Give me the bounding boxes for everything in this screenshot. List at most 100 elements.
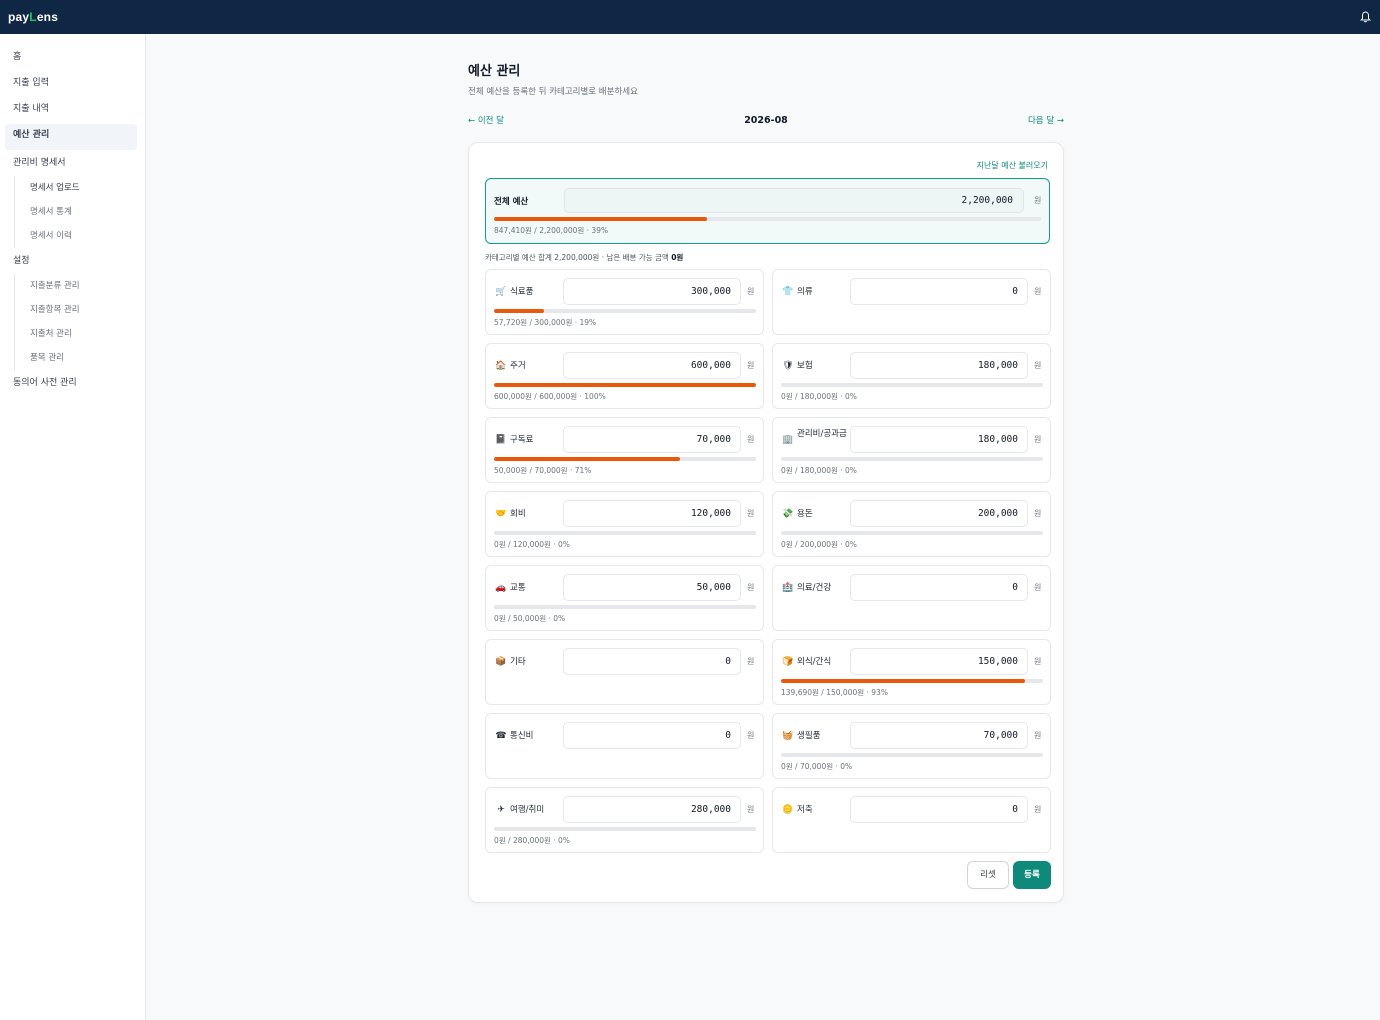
category-card: 🏥 의료/건강 0 원	[772, 565, 1051, 631]
category-progress-track	[494, 531, 756, 535]
category-budget-input[interactable]: 0	[563, 722, 741, 749]
prev-month-link[interactable]: ← 이전 달	[468, 116, 504, 126]
category-budget-input[interactable]: 0	[850, 278, 1028, 305]
category-progress-track	[781, 679, 1043, 683]
total-progress-track	[494, 217, 1041, 221]
sidebar-item-synonym-manage[interactable]: 동의어 사전 관리	[13, 378, 77, 388]
category-progress-text: 0원 / 280,000원 · 0%	[494, 836, 570, 845]
category-progress-text: 0원 / 180,000원 · 0%	[781, 466, 857, 475]
sidebar-group-statement[interactable]: 관리비 명세서	[13, 158, 66, 168]
allocation-remaining: 0원	[671, 253, 684, 262]
sidebar-item-statement-upload[interactable]: 명세서 업로드	[30, 183, 80, 193]
category-progress-text: 139,690원 / 150,000원 · 93%	[781, 688, 888, 697]
won-unit: 원	[1034, 287, 1042, 296]
won-unit: 원	[747, 361, 755, 370]
reset-button[interactable]: 리셋	[967, 861, 1009, 889]
category-name: 의류	[797, 287, 813, 297]
sidebar-item-budget[interactable]: 예산 관리	[5, 124, 137, 150]
category-progress-text: 0원 / 180,000원 · 0%	[781, 392, 857, 401]
category-budget-input[interactable]: 200,000	[850, 500, 1028, 527]
sidebar-item-statement-stats[interactable]: 명세서 통계	[30, 207, 72, 217]
category-budget-input[interactable]: 0	[850, 796, 1028, 823]
sidebar-item-expense-history[interactable]: 지출 내역	[13, 104, 49, 114]
category-budget-input[interactable]: 180,000	[850, 352, 1028, 379]
sidebar-item-item-manage[interactable]: 지출항목 관리	[30, 305, 80, 315]
category-progress-text: 600,000원 / 600,000원 · 100%	[494, 392, 606, 401]
category-name: 교통	[510, 583, 526, 593]
total-progress-text: 847,410원 / 2,200,000원 · 39%	[494, 226, 609, 235]
sidebar-item-category-manage[interactable]: 지출분류 관리	[30, 281, 80, 291]
category-budget-input[interactable]: 300,000	[563, 278, 741, 305]
category-progress-text: 0원 / 70,000원 · 0%	[781, 762, 853, 771]
category-budget-input[interactable]: 70,000	[850, 722, 1028, 749]
category-progress-fill	[494, 309, 544, 313]
won-unit: 원	[1034, 805, 1042, 814]
sidebar-settings-submenu: 지출분류 관리 지출항목 관리 지출처 관리 품목 관리	[14, 274, 145, 370]
total-won-unit: 원	[1034, 196, 1042, 205]
notebook-icon: 📓	[495, 435, 507, 445]
shield-icon: 🛡	[782, 361, 794, 371]
category-progress-text: 50,000원 / 70,000원 · 71%	[494, 466, 592, 475]
money-icon: 💸	[782, 509, 794, 519]
app-logo[interactable]: payLens	[8, 10, 59, 24]
basket-icon: 🧺	[782, 731, 794, 741]
hospital-icon: 🏥	[782, 583, 794, 593]
next-month-link[interactable]: 다음 달 →	[1027, 116, 1064, 126]
sidebar-item-home[interactable]: 홈	[13, 52, 22, 62]
total-budget-input[interactable]: 2,200,000	[564, 188, 1024, 213]
category-progress-text: 0원 / 50,000원 · 0%	[494, 614, 566, 623]
category-progress-track	[494, 827, 756, 831]
category-budget-input[interactable]: 600,000	[563, 352, 741, 379]
won-unit: 원	[1034, 509, 1042, 518]
submit-button[interactable]: 등록	[1013, 861, 1051, 889]
bell-icon[interactable]	[1358, 10, 1372, 24]
won-unit: 원	[747, 731, 755, 740]
sidebar-item-vendor-manage[interactable]: 지출처 관리	[30, 329, 72, 339]
category-name: 용돈	[797, 509, 813, 519]
sidebar-item-statement-history[interactable]: 명세서 이력	[30, 231, 72, 241]
won-unit: 원	[747, 805, 755, 814]
category-progress-fill	[494, 457, 681, 461]
sidebar-statement-submenu: 명세서 업로드 명세서 통계 명세서 이력	[14, 176, 145, 248]
building-icon: 🏢	[782, 435, 794, 445]
category-budget-input[interactable]: 280,000	[563, 796, 741, 823]
category-progress-text: 57,720원 / 300,000원 · 19%	[494, 318, 597, 327]
category-progress-track	[494, 383, 756, 387]
category-progress-text: 0원 / 120,000원 · 0%	[494, 540, 570, 549]
won-unit: 원	[1034, 731, 1042, 740]
category-budget-input[interactable]: 150,000	[850, 648, 1028, 675]
sidebar-item-product-manage[interactable]: 품목 관리	[30, 353, 64, 363]
category-card: 👕 의류 0 원	[772, 269, 1051, 335]
category-budget-input[interactable]: 0	[563, 648, 741, 675]
category-card: 🪙 저축 0 원	[772, 787, 1051, 853]
won-unit: 원	[747, 435, 755, 444]
top-bar: payLens	[0, 0, 1380, 34]
house-icon: 🏠	[495, 361, 507, 371]
category-budget-input[interactable]: 120,000	[563, 500, 741, 527]
category-progress-track	[494, 605, 756, 609]
category-name: 주거	[510, 361, 526, 371]
category-budget-input[interactable]: 70,000	[563, 426, 741, 453]
page-title: 예산 관리	[468, 64, 521, 79]
category-name: 회비	[510, 509, 526, 519]
category-budget-input[interactable]: 50,000	[563, 574, 741, 601]
load-prev-budget-link[interactable]: 지난달 예산 불러오기	[976, 161, 1048, 170]
category-budget-input[interactable]: 180,000	[850, 426, 1028, 453]
category-budget-input[interactable]: 0	[850, 574, 1028, 601]
won-unit: 원	[1034, 435, 1042, 444]
won-unit: 원	[1034, 657, 1042, 666]
category-card: 💸 용돈 200,000 원 0원 / 200,000원 · 0%	[772, 491, 1051, 557]
page-subtitle: 전체 예산을 등록한 뒤 카테고리별로 배분하세요	[468, 87, 638, 97]
category-progress-track	[781, 457, 1043, 461]
category-name: 외식/간식	[797, 657, 832, 667]
total-budget-label: 전체 예산	[494, 197, 529, 207]
category-card: 🛒 식료품 300,000 원 57,720원 / 300,000원 · 19%	[485, 269, 764, 335]
sidebar-item-expense-input[interactable]: 지출 입력	[13, 78, 49, 88]
category-name: 저축	[797, 805, 813, 815]
category-progress-text: 0원 / 200,000원 · 0%	[781, 540, 857, 549]
category-card: 🧺 생필품 70,000 원 0원 / 70,000원 · 0%	[772, 713, 1051, 779]
total-progress-fill	[494, 217, 708, 221]
budget-card: 지난달 예산 불러오기 전체 예산 2,200,000 원 847,410원 /…	[468, 142, 1064, 903]
sidebar-group-settings[interactable]: 설정	[13, 256, 30, 266]
box-icon: 📦	[495, 657, 507, 667]
